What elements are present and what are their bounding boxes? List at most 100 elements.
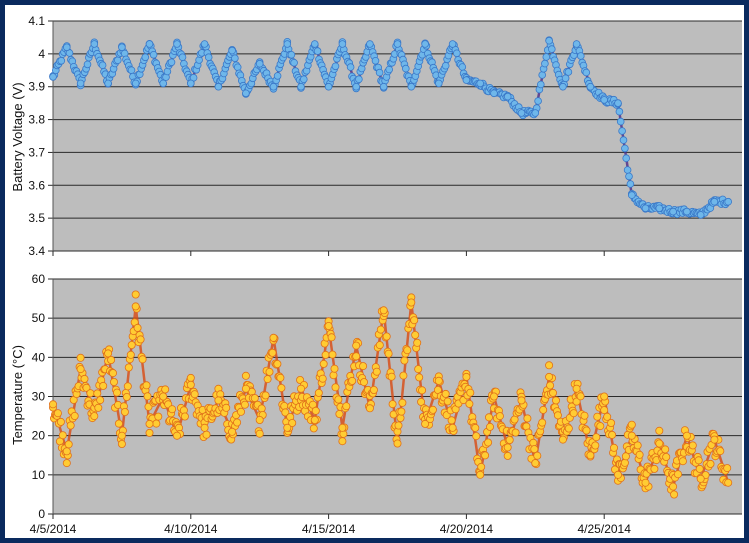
temperature-point	[365, 404, 374, 413]
temperature-point	[545, 361, 554, 370]
temperature-point	[86, 389, 95, 398]
temperature-point	[503, 443, 512, 452]
temperature-point	[531, 459, 540, 468]
temperature-point	[62, 447, 71, 456]
temperature-point	[180, 412, 189, 421]
temperature-point	[382, 332, 391, 341]
temperature-point	[538, 418, 547, 427]
temperature-point	[342, 402, 351, 411]
y-tick-label: 3.5	[28, 211, 45, 225]
temperature-point	[53, 409, 62, 418]
temperature-point	[49, 400, 58, 409]
temperature-point	[222, 403, 231, 412]
temperature-point	[70, 411, 79, 420]
voltage-point	[615, 107, 624, 116]
voltage-point	[462, 76, 471, 84]
temperature-point	[397, 407, 406, 416]
temperature-point	[94, 403, 103, 412]
voltage-point	[57, 56, 66, 65]
temperature-point	[661, 445, 670, 454]
voltage-point	[627, 191, 636, 199]
voltage-point	[385, 65, 394, 74]
temperature-point	[552, 396, 561, 405]
temperature-point	[255, 429, 264, 438]
temperature-point	[477, 462, 486, 471]
temperature-point	[154, 412, 163, 421]
temperature-point	[268, 348, 277, 357]
temperature-point	[523, 414, 532, 423]
voltage-point	[255, 59, 264, 68]
voltage-point	[622, 154, 630, 163]
voltage-point	[724, 197, 732, 206]
temperature-point	[596, 422, 605, 431]
temperature-point	[472, 432, 481, 441]
temperature-point	[627, 420, 636, 429]
temperature-point	[186, 380, 195, 389]
temperature-point	[466, 388, 475, 397]
temperature-point	[241, 384, 250, 393]
voltage-point	[547, 45, 556, 53]
temperature-point	[324, 321, 333, 330]
temperature-point	[276, 373, 285, 382]
temperature-point	[109, 369, 118, 378]
voltage-point	[141, 53, 150, 62]
temperature-point	[614, 470, 623, 479]
temperature-point	[80, 374, 89, 383]
voltage-point	[233, 63, 242, 72]
temperature-point	[546, 381, 555, 390]
voltage-point	[159, 79, 168, 88]
temperature-point	[407, 298, 416, 307]
voltage-point	[401, 64, 410, 73]
temperature-point	[142, 381, 151, 390]
voltage-point	[641, 204, 650, 213]
voltage-point	[331, 62, 340, 71]
voltage-point	[564, 68, 573, 76]
voltage-point	[310, 40, 319, 48]
temperature-point	[428, 405, 437, 414]
voltage-point	[710, 197, 719, 206]
temperature-point	[655, 439, 664, 448]
voltage-point	[242, 89, 250, 98]
temperature-point	[117, 431, 126, 440]
voltage-point	[452, 49, 461, 58]
temperature-point	[99, 381, 108, 390]
voltage-point	[490, 89, 498, 98]
temperature-point	[558, 435, 567, 444]
y-tick-label: 3.6	[28, 178, 45, 192]
temperature-point	[375, 341, 384, 350]
temperature-point	[145, 419, 154, 428]
voltage-point	[269, 82, 278, 91]
temperature-point	[607, 418, 616, 427]
voltage-gridlines	[48, 20, 742, 256]
voltage-point	[683, 207, 691, 216]
temperature-point	[159, 392, 168, 401]
temperature-point	[413, 338, 422, 347]
temperature-point	[124, 363, 133, 372]
voltage-point	[287, 50, 296, 59]
temperature-point	[117, 439, 126, 448]
figure-frame: 3.4 3.5 3.6 3.7 3.8 3.9 4 4.1 Battery Voltage (…	[5, 5, 744, 538]
temperature-point	[443, 397, 452, 406]
temperature-point	[503, 451, 512, 460]
voltage-point	[204, 53, 213, 61]
temperature-point	[572, 384, 581, 393]
x-tick-label: 4/25/2014	[578, 522, 632, 536]
temperature-point	[236, 407, 245, 416]
temperature-point	[530, 445, 539, 454]
voltage-point	[623, 166, 632, 174]
temperature-point	[586, 451, 595, 460]
temperature-point	[600, 406, 609, 415]
voltage-point	[346, 63, 355, 71]
temperature-point	[214, 396, 223, 405]
temperature-point	[161, 385, 170, 394]
voltage-point	[538, 71, 546, 79]
temperature-point	[143, 392, 152, 401]
temperature-point	[90, 412, 99, 421]
voltage-point	[531, 109, 540, 117]
voltage-point	[407, 82, 416, 91]
voltage-point	[600, 96, 608, 104]
voltage-point	[324, 82, 333, 91]
temperature-point	[240, 400, 249, 409]
temperature-point	[107, 355, 116, 364]
temperature-point	[152, 419, 161, 428]
